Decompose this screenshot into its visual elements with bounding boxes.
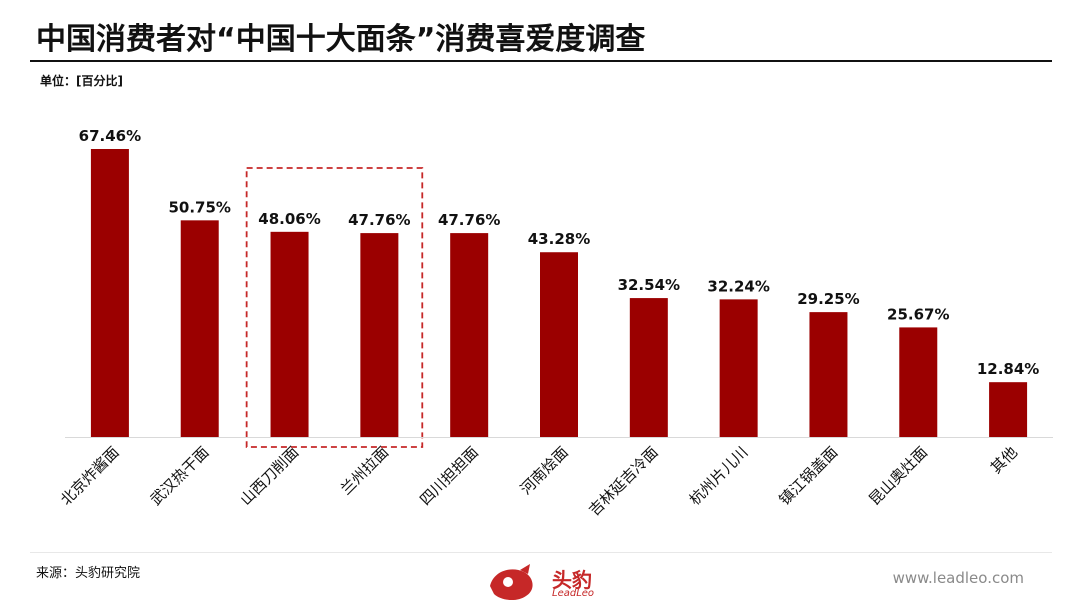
website-link[interactable]: www.leadleo.com <box>892 569 1024 587</box>
bar-1 <box>90 149 129 437</box>
category-label: 武汉热干面 <box>147 443 213 509</box>
bar-9 <box>809 312 848 437</box>
category-label: 镇江锅盖面 <box>776 443 842 509</box>
category-label: 其他 <box>987 443 1021 477</box>
footer-divider <box>30 552 1052 553</box>
category-label: 山西刀削面 <box>237 443 303 509</box>
logo-subtext: LeadLeo <box>552 588 595 599</box>
value-label: 50.75% <box>168 198 230 216</box>
bar-2 <box>180 220 219 437</box>
bar-4 <box>360 233 399 437</box>
category-label: 昆山奥灶面 <box>865 443 931 509</box>
bar-11 <box>989 382 1028 437</box>
category-label: 四川担担面 <box>416 443 482 509</box>
value-label: 32.24% <box>707 277 769 295</box>
value-label: 29.25% <box>797 290 859 308</box>
bar-7 <box>629 298 668 437</box>
value-label: 25.67% <box>887 305 949 323</box>
category-label: 杭州片儿川 <box>686 443 752 509</box>
category-label: 兰州拉面 <box>337 443 392 498</box>
highlight-box <box>245 167 424 448</box>
unit-label: 单位：[百分比] <box>40 74 123 88</box>
category-label: 吉林延吉冷面 <box>585 443 661 519</box>
value-label: 67.46% <box>79 127 141 145</box>
category-label: 河南烩面 <box>517 443 572 498</box>
bar-6 <box>540 252 578 437</box>
bar-8 <box>719 299 758 437</box>
value-label: 47.76% <box>348 211 410 229</box>
value-label: 43.28% <box>528 230 590 248</box>
leadleo-logo-icon <box>490 564 533 601</box>
value-label: 12.84% <box>977 360 1039 378</box>
source-note: 来源：头豹研究院 <box>36 566 141 581</box>
value-label: 47.76% <box>438 211 500 229</box>
bar-10 <box>899 327 938 437</box>
value-label: 32.54% <box>618 276 680 294</box>
logo-text: 头豹 <box>552 568 592 592</box>
bar-3 <box>270 231 309 437</box>
bar-5 <box>450 233 489 437</box>
category-label: 北京炸酱面 <box>57 443 123 509</box>
page-title: 中国消费者对“中国十大面条”消费喜爱度调查 <box>36 22 646 57</box>
value-label: 48.06% <box>258 210 320 228</box>
title-divider <box>30 60 1052 62</box>
